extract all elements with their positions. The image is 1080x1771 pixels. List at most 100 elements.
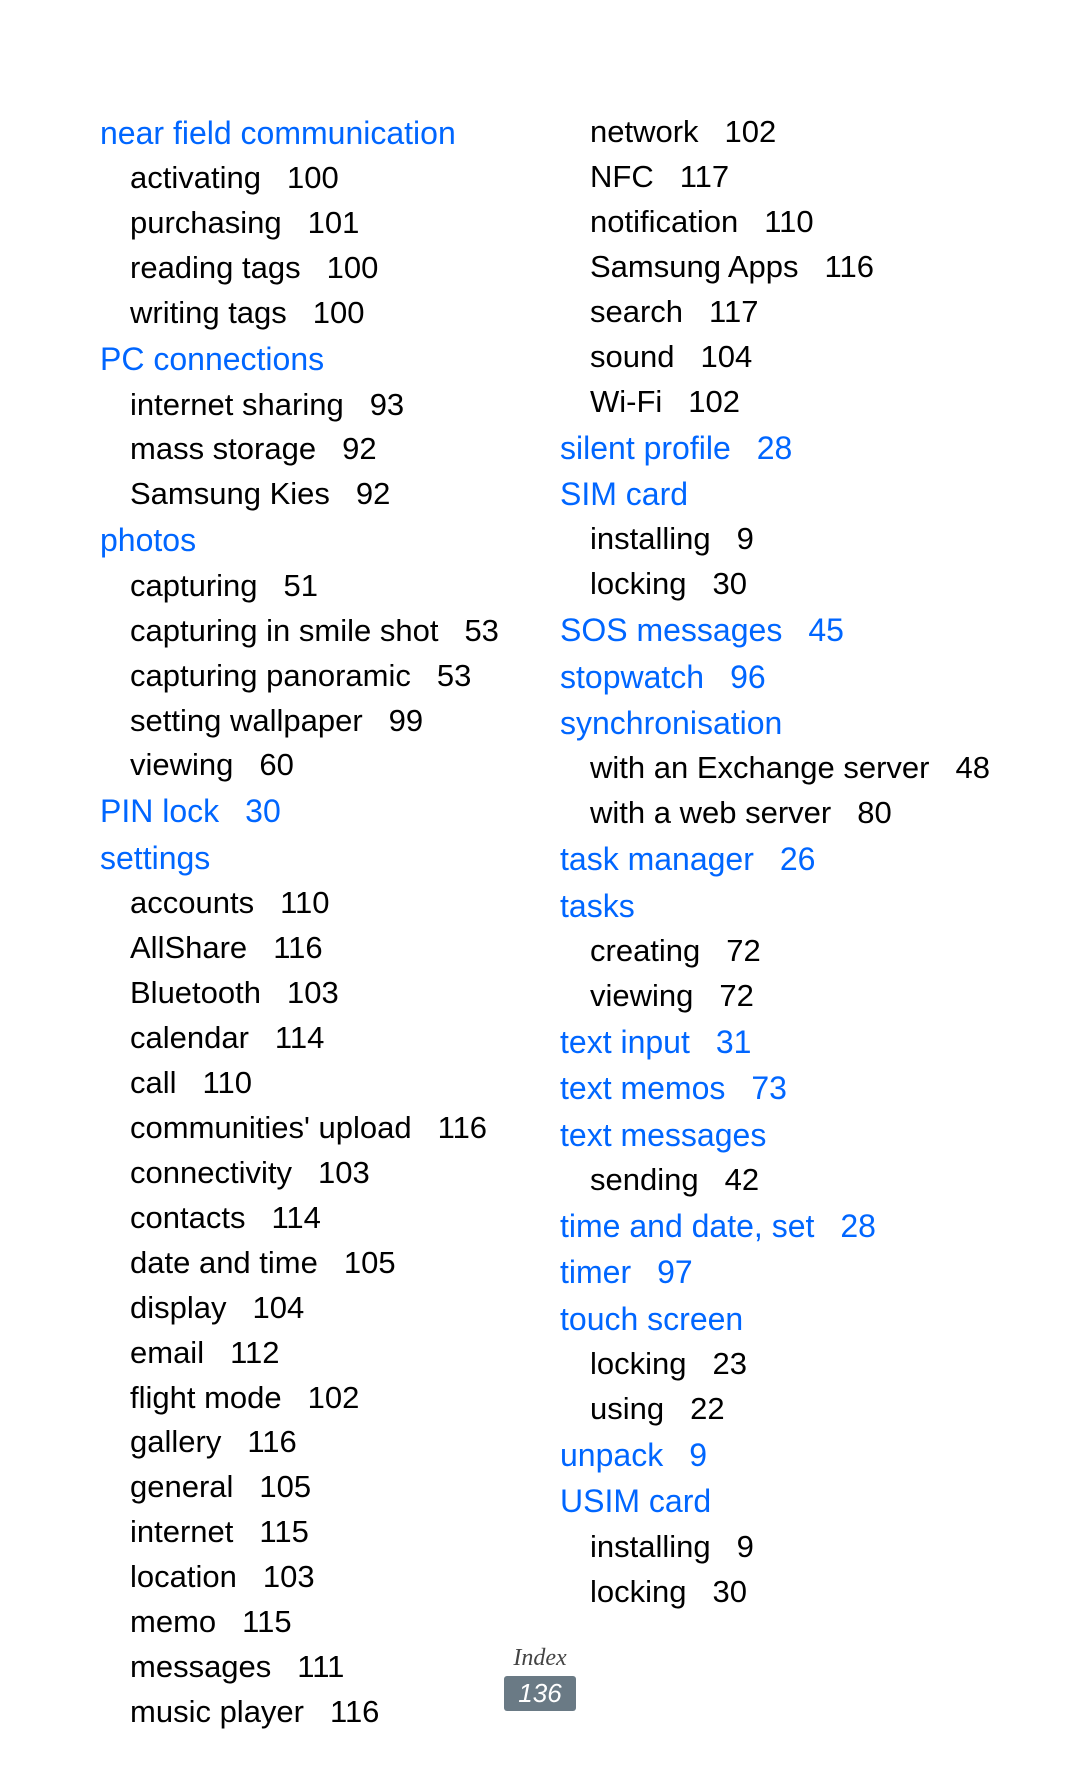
index-subentry[interactable]: email — [100, 1335, 204, 1370]
index-subentry[interactable]: using — [560, 1391, 664, 1426]
index-subentry[interactable]: mass storage — [100, 431, 316, 466]
index-heading[interactable]: PIN lock — [100, 793, 219, 829]
index-subentry[interactable]: gallery — [100, 1424, 221, 1459]
index-subentry[interactable]: installing — [560, 1529, 711, 1564]
index-page-ref[interactable]: 103 — [318, 1155, 370, 1190]
index-subentry[interactable]: accounts — [100, 885, 254, 920]
index-page-ref[interactable]: 28 — [757, 430, 793, 466]
index-page-ref[interactable]: 80 — [857, 795, 891, 830]
index-page-ref[interactable]: 92 — [356, 476, 390, 511]
index-page-ref[interactable]: 103 — [263, 1559, 315, 1594]
index-page-ref[interactable]: 73 — [751, 1070, 787, 1106]
index-heading[interactable]: time and date, set — [560, 1208, 814, 1244]
index-page-ref[interactable]: 30 — [713, 1574, 747, 1609]
index-heading[interactable]: SOS messages — [560, 612, 782, 648]
index-page-ref[interactable]: 116 — [247, 1424, 296, 1459]
index-heading[interactable]: tasks — [560, 888, 635, 924]
index-page-ref[interactable]: 114 — [271, 1200, 320, 1235]
index-subentry[interactable]: internet sharing — [100, 387, 344, 422]
index-page-ref[interactable]: 115 — [242, 1604, 291, 1639]
index-subentry[interactable]: general — [100, 1469, 233, 1504]
index-subentry[interactable]: locking — [560, 1346, 687, 1381]
index-subentry[interactable]: connectivity — [100, 1155, 292, 1190]
index-subentry[interactable]: viewing — [560, 978, 693, 1013]
index-subentry[interactable]: capturing — [100, 568, 258, 603]
index-subentry[interactable]: search — [560, 294, 683, 329]
index-page-ref[interactable]: 100 — [287, 160, 339, 195]
index-page-ref[interactable]: 117 — [680, 159, 729, 194]
index-page-ref[interactable]: 100 — [327, 250, 379, 285]
index-page-ref[interactable]: 110 — [203, 1065, 252, 1100]
index-subentry[interactable]: locking — [560, 1574, 687, 1609]
index-page-ref[interactable]: 116 — [438, 1110, 487, 1145]
index-page-ref[interactable]: 97 — [657, 1254, 693, 1290]
index-heading[interactable]: SIM card — [560, 476, 688, 512]
index-heading[interactable]: touch screen — [560, 1301, 743, 1337]
index-subentry[interactable]: writing tags — [100, 295, 287, 330]
index-subentry[interactable]: activating — [100, 160, 261, 195]
index-page-ref[interactable]: 30 — [245, 793, 281, 829]
index-page-ref[interactable]: 104 — [253, 1290, 305, 1325]
index-page-ref[interactable]: 112 — [230, 1335, 279, 1370]
index-page-ref[interactable]: 9 — [737, 521, 754, 556]
index-page-ref[interactable]: 102 — [688, 384, 740, 419]
index-subentry[interactable]: viewing — [100, 747, 233, 782]
index-page-ref[interactable]: 101 — [308, 205, 360, 240]
index-page-ref[interactable]: 96 — [730, 659, 766, 695]
index-page-ref[interactable]: 45 — [808, 612, 844, 648]
index-subentry[interactable]: Bluetooth — [100, 975, 261, 1010]
index-subentry[interactable]: setting wallpaper — [100, 703, 363, 738]
index-heading[interactable]: settings — [100, 840, 210, 876]
index-page-ref[interactable]: 105 — [259, 1469, 311, 1504]
index-page-ref[interactable]: 105 — [344, 1245, 396, 1280]
index-page-ref[interactable]: 117 — [709, 294, 758, 329]
index-page-ref[interactable]: 116 — [273, 930, 322, 965]
index-heading[interactable]: stopwatch — [560, 659, 704, 695]
index-page-ref[interactable]: 92 — [342, 431, 376, 466]
index-subentry[interactable]: capturing in smile shot — [100, 613, 438, 648]
index-page-ref[interactable]: 114 — [275, 1020, 324, 1055]
index-page-ref[interactable]: 53 — [464, 613, 498, 648]
index-page-ref[interactable]: 72 — [726, 933, 760, 968]
index-page-ref[interactable]: 116 — [825, 249, 874, 284]
index-page-ref[interactable]: 104 — [700, 339, 752, 374]
index-heading[interactable]: near field communication — [100, 115, 456, 151]
index-page-ref[interactable]: 60 — [259, 747, 293, 782]
index-heading[interactable]: timer — [560, 1254, 631, 1290]
index-subentry[interactable]: AllShare — [100, 930, 247, 965]
index-subentry[interactable]: Wi-Fi — [560, 384, 662, 419]
index-subentry[interactable]: display — [100, 1290, 227, 1325]
index-subentry[interactable]: notification — [560, 204, 738, 239]
index-subentry[interactable]: capturing panoramic — [100, 658, 411, 693]
index-heading[interactable]: text memos — [560, 1070, 725, 1106]
index-subentry[interactable]: purchasing — [100, 205, 282, 240]
index-page-ref[interactable]: 9 — [689, 1437, 707, 1473]
index-heading[interactable]: silent profile — [560, 430, 731, 466]
index-page-ref[interactable]: 103 — [287, 975, 339, 1010]
index-page-ref[interactable]: 30 — [713, 566, 747, 601]
index-subentry[interactable]: memo — [100, 1604, 216, 1639]
index-subentry[interactable]: with a web server — [560, 795, 831, 830]
index-page-ref[interactable]: 42 — [725, 1162, 759, 1197]
index-page-ref[interactable]: 93 — [370, 387, 404, 422]
index-page-ref[interactable]: 102 — [725, 114, 777, 149]
index-page-ref[interactable]: 102 — [308, 1380, 360, 1415]
index-page-ref[interactable]: 9 — [737, 1529, 754, 1564]
index-subentry[interactable]: network — [560, 114, 699, 149]
index-subentry[interactable]: communities' upload — [100, 1110, 412, 1145]
index-subentry[interactable]: NFC — [560, 159, 654, 194]
index-page-ref[interactable]: 28 — [840, 1208, 876, 1244]
index-page-ref[interactable]: 53 — [437, 658, 471, 693]
index-subentry[interactable]: flight mode — [100, 1380, 282, 1415]
index-page-ref[interactable]: 110 — [764, 204, 813, 239]
index-subentry[interactable]: calendar — [100, 1020, 249, 1055]
index-heading[interactable]: photos — [100, 522, 196, 558]
index-page-ref[interactable]: 22 — [690, 1391, 724, 1426]
index-heading[interactable]: USIM card — [560, 1483, 711, 1519]
index-subentry[interactable]: contacts — [100, 1200, 245, 1235]
index-subentry[interactable]: installing — [560, 521, 711, 556]
index-subentry[interactable]: creating — [560, 933, 700, 968]
index-page-ref[interactable]: 51 — [284, 568, 318, 603]
index-heading[interactable]: PC connections — [100, 341, 324, 377]
index-page-ref[interactable]: 23 — [713, 1346, 747, 1381]
